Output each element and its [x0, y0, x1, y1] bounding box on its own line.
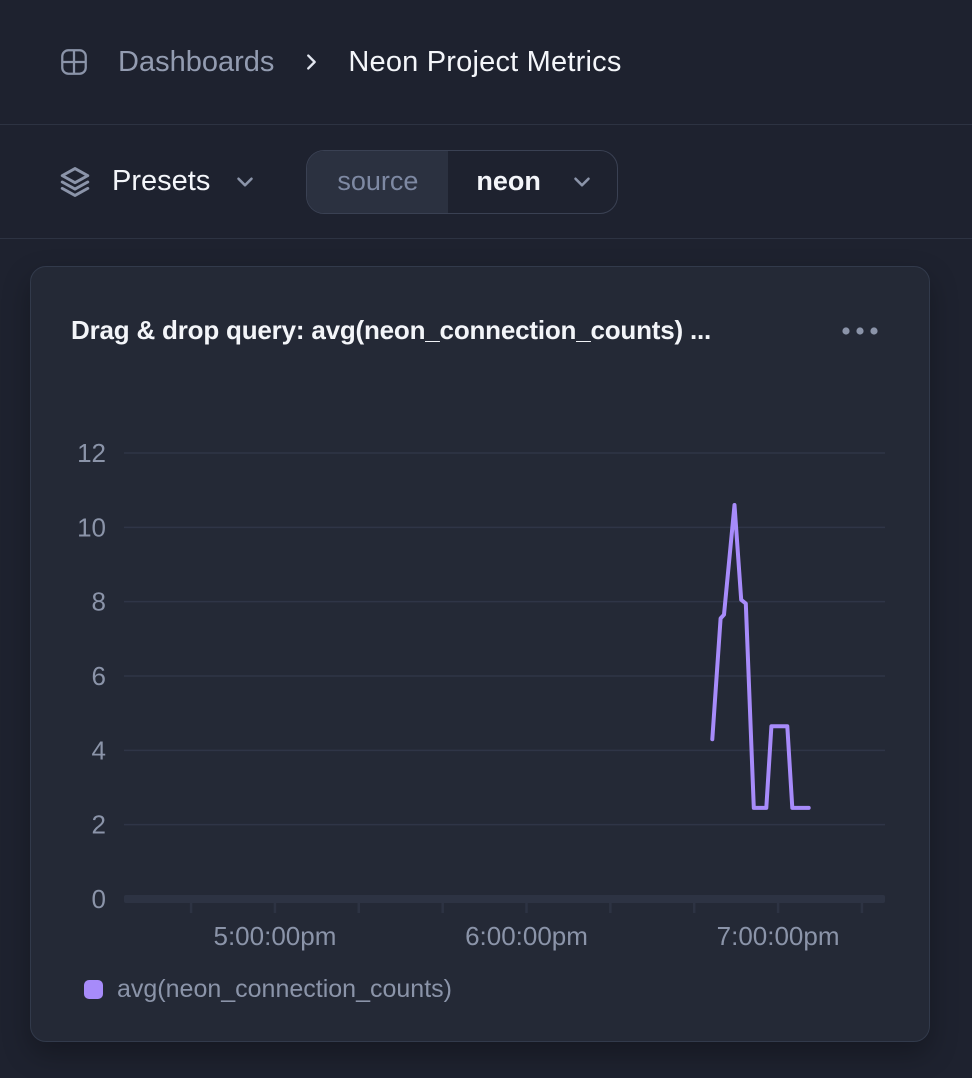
svg-text:8: 8 [92, 587, 106, 617]
header-bar: Dashboards Neon Project Metrics [0, 0, 972, 125]
svg-text:0: 0 [92, 884, 106, 914]
svg-text:12: 12 [77, 438, 106, 468]
svg-text:6:00:00pm: 6:00:00pm [465, 921, 588, 951]
presets-label: Presets [112, 165, 211, 197]
chevron-right-icon [300, 51, 322, 73]
source-filter-select[interactable]: source neon [306, 149, 618, 214]
svg-text:10: 10 [77, 512, 106, 542]
metrics-chart[interactable]: 0 2 4 6 8 10 12 5:00:00pm 6:00:00pm 7:00:00pm [31, 426, 931, 971]
page-title: Neon Project Metrics [348, 45, 622, 78]
chart-legend: avg(neon_connection_counts) [84, 973, 929, 1005]
svg-text:5:00:00pm: 5:00:00pm [214, 921, 337, 951]
chevron-down-icon [232, 169, 258, 195]
app-root: Dashboards Neon Project Metrics Presets [0, 0, 972, 1042]
svg-text:2: 2 [92, 810, 106, 840]
panel-menu-button[interactable] [835, 320, 885, 342]
presets-button[interactable]: Presets [58, 164, 258, 200]
dashboard-content: Drag & drop query: avg(neon_connection_c… [0, 239, 972, 1042]
svg-text:7:00:00pm: 7:00:00pm [717, 921, 840, 951]
svg-text:4: 4 [92, 735, 106, 765]
panel-header: Drag & drop query: avg(neon_connection_c… [31, 267, 929, 346]
breadcrumb-dashboards-link[interactable]: Dashboards [118, 45, 275, 78]
svg-text:6: 6 [92, 661, 106, 691]
metrics-panel: Drag & drop query: avg(neon_connection_c… [30, 266, 930, 1042]
toolbar: Presets source neon [0, 125, 972, 239]
ellipsis-icon [841, 326, 879, 336]
legend-swatch[interactable] [84, 979, 103, 999]
filter-value-label: neon [476, 166, 541, 196]
layers-icon [58, 164, 92, 200]
chevron-down-icon [569, 169, 595, 195]
panel-title: Drag & drop query: avg(neon_connection_c… [71, 315, 712, 345]
dashboards-icon[interactable] [58, 46, 90, 78]
legend-label: avg(neon_connection_counts) [117, 974, 452, 1003]
filter-key-label: source [307, 150, 449, 213]
